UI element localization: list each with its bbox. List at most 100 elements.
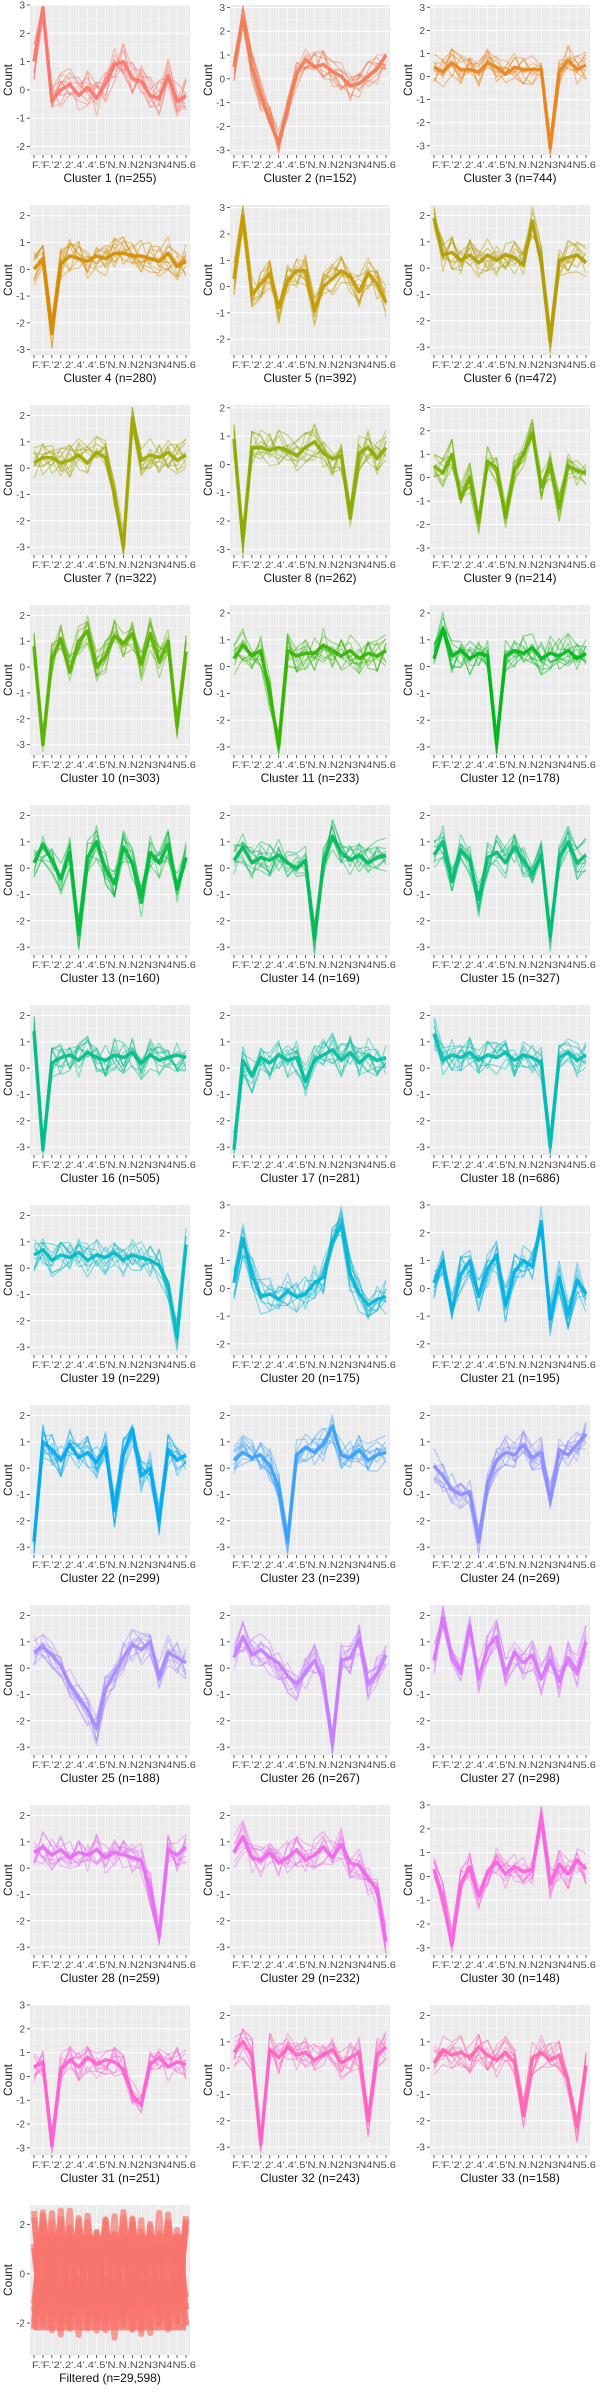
profile-line bbox=[33, 1634, 187, 1725]
y-tick-label: 2 bbox=[419, 609, 425, 620]
y-tick-label: 1 bbox=[419, 1848, 425, 1859]
cluster-plot: -3 -2 -1 0 1 2 F.'F.'2'.2'.4'.4'.5'N.N.N2N3N4N… bbox=[1, 805, 196, 985]
profile-line bbox=[233, 1434, 387, 1543]
cluster-panel: -3 -2 -1 0 1 2 F.'F.'2'.2'.4'.4'.5'N.N.N2N3N4N… bbox=[200, 400, 400, 600]
y-tick-label: -3 bbox=[216, 1943, 225, 1954]
y-tick-label: -1 bbox=[216, 488, 225, 499]
y-tick-label: 1 bbox=[19, 57, 25, 68]
y-tick-label: 0 bbox=[19, 864, 25, 875]
profile-line bbox=[433, 49, 587, 147]
y-tick-label: -3 bbox=[16, 1943, 25, 1954]
y-tick-label: -1 bbox=[16, 1490, 25, 1501]
profile-line bbox=[433, 220, 587, 341]
y-tick-label: 0 bbox=[419, 264, 425, 275]
y-tick-label: 0 bbox=[19, 1464, 25, 1475]
profile-line bbox=[33, 1236, 187, 1352]
profile-line bbox=[33, 1639, 187, 1725]
profile-core bbox=[232, 2040, 388, 2147]
y-axis-label: Count bbox=[1, 1063, 15, 1096]
panel-caption: Cluster 33 (n=158) bbox=[460, 2171, 560, 2185]
plot-background bbox=[230, 1405, 390, 1555]
cluster-plot: -3 -2 -1 0 1 2 F.'F.'2'.2'.4'.4'.5'N.N.N2N3N4N… bbox=[1, 405, 196, 585]
profile-core bbox=[32, 251, 187, 336]
panel-caption: Cluster 4 (n=280) bbox=[63, 371, 156, 385]
profile-line bbox=[433, 1025, 587, 1134]
y-tick-label: 3 bbox=[419, 1801, 425, 1812]
profile-core bbox=[232, 834, 387, 941]
profile-line bbox=[233, 639, 387, 755]
y-axis-label: Count bbox=[401, 63, 415, 96]
panel-caption: Cluster 11 (n=233) bbox=[261, 771, 360, 785]
x-tick-labels: F.'F.'2'.2'.4'.4'.5'N.N.N2N3N4N5.6 bbox=[432, 1360, 596, 1370]
panel-caption: Cluster 25 (n=188) bbox=[60, 1771, 160, 1785]
x-tick-labels: F.'F.'2'.2'.4'.4'.5'N.N.N2N3N4N5.6 bbox=[32, 2360, 196, 2370]
y-tick-label: 2 bbox=[419, 1228, 425, 1239]
y-tick-label: 2 bbox=[419, 1611, 425, 1622]
y-tick-label: -1 bbox=[416, 497, 425, 508]
y-tick-label: 2 bbox=[19, 1211, 25, 1222]
cluster-plot: -2 -1 0 1 2 3 F.'F.'2'.2'.4'.4'.5'N.N.N2N3N4N5… bbox=[201, 203, 396, 385]
x-tick-labels: F.'F.'2'.2'.4'.4'.5'N.N.N2N3N4N5.6 bbox=[232, 1760, 396, 1770]
cluster-panel: -3 -2 -1 0 1 2 F.'F.'2'.2'.4'.4'.5'N.N.N2N3N4N… bbox=[0, 400, 200, 600]
plot-background bbox=[430, 1405, 590, 1555]
y-tick-label: -3 bbox=[416, 943, 425, 954]
y-tick-label: -3 bbox=[216, 146, 225, 157]
x-tick-labels: F.'F.'2'.2'.4'.4'.5'N.N.N2N3N4N5.6 bbox=[432, 360, 596, 370]
profile-line bbox=[433, 831, 587, 944]
plot-background bbox=[230, 405, 390, 555]
y-tick-label: 1 bbox=[219, 1037, 225, 1048]
profile-core bbox=[32, 1031, 187, 1152]
y-tick-label: 1 bbox=[419, 450, 425, 461]
y-axis-label: Count bbox=[201, 1063, 215, 1096]
y-tick-label: 2 bbox=[419, 1824, 425, 1835]
profile-core bbox=[232, 1424, 387, 1544]
y-tick-label: -3 bbox=[16, 1143, 25, 1154]
cluster-panel: -3 -2 -1 0 1 2 F.'F.'2'.2'.4'.4'.5'N.N.N2N3N4N… bbox=[200, 800, 400, 1000]
plot-background bbox=[30, 1205, 190, 1355]
x-tick-labels: F.'F.'2'.2'.4'.4'.5'N.N.N2N3N4N5.6 bbox=[432, 560, 596, 570]
y-axis-label: Count bbox=[1, 1863, 15, 1896]
y-tick-label: 1 bbox=[219, 2037, 225, 2048]
y-tick-label: -1 bbox=[16, 1090, 25, 1101]
y-tick-label: 2 bbox=[419, 1411, 425, 1422]
y-tick-label: 0 bbox=[419, 2064, 425, 2075]
profile-line bbox=[233, 9, 387, 147]
y-tick-label: -3 bbox=[416, 1743, 425, 1754]
profile-line bbox=[233, 1830, 387, 1939]
cluster-plot: -3 -2 -1 0 1 2 F.'F.'2'.2'.4'.4'.5'N.N.N2N3N4N… bbox=[401, 205, 596, 385]
profile-line bbox=[233, 638, 387, 737]
profile-core bbox=[232, 1222, 387, 1307]
y-tick-label: -2 bbox=[216, 2116, 225, 2127]
y-tick-label: -1 bbox=[16, 1290, 25, 1301]
y-tick-label: -2 bbox=[16, 916, 25, 927]
panel-caption: Cluster 6 (n=472) bbox=[463, 371, 556, 385]
y-tick-label: 2 bbox=[419, 2011, 425, 2022]
y-tick-label: 2 bbox=[419, 211, 425, 222]
x-tick-labels: F.'F.'2'.2'.4'.4'.5'N.N.N2N3N4N5.6 bbox=[32, 160, 196, 170]
profile-line bbox=[33, 5, 187, 117]
y-tick-label: 2 bbox=[219, 229, 225, 240]
y-tick-label: 2 bbox=[19, 1811, 25, 1822]
profile-line bbox=[233, 423, 387, 551]
profile-core bbox=[232, 1834, 388, 1943]
cluster-plot: -3 -2 -1 0 1 2 3 F.'F.'2'.2'.4'.4'.5'N.N.N2N3N4… bbox=[1, 2001, 196, 2186]
y-tick-label: 0 bbox=[19, 464, 25, 475]
y-tick-label: 3 bbox=[419, 1201, 425, 1212]
x-tick-labels: F.'F.'2'.2'.4'.4'.5'N.N.N2N3N4N5.6 bbox=[432, 160, 596, 170]
y-tick-label: -1 bbox=[16, 490, 25, 501]
y-axis-label: Count bbox=[1, 1663, 15, 1696]
x-tick-labels: F.'F.'2'.2'.4'.4'.5'N.N.N2N3N4N5.6 bbox=[232, 760, 396, 770]
x-tick-labels: F.'F.'2'.2'.4'.4'.5'N.N.N2N3N4N5.6 bbox=[32, 1760, 196, 1770]
y-tick-label: -2 bbox=[16, 2319, 25, 2330]
y-tick-label: 2 bbox=[19, 411, 25, 422]
y-tick-label: 2 bbox=[219, 1228, 225, 1239]
y-tick-label: 1 bbox=[419, 237, 425, 248]
y-tick-label: -1 bbox=[416, 2090, 425, 2101]
y-axis-label: Count bbox=[1, 1263, 15, 1296]
x-tick-labels: F.'F.'2'.2'.4'.4'.5'N.N.N2N3N4N5.6 bbox=[432, 2160, 596, 2170]
y-tick-label: 2 bbox=[419, 811, 425, 822]
y-axis-label: Count bbox=[401, 1263, 415, 1296]
y-tick-label: -1 bbox=[216, 1090, 225, 1101]
profile-line bbox=[433, 628, 587, 754]
y-tick-label: -2 bbox=[216, 916, 225, 927]
